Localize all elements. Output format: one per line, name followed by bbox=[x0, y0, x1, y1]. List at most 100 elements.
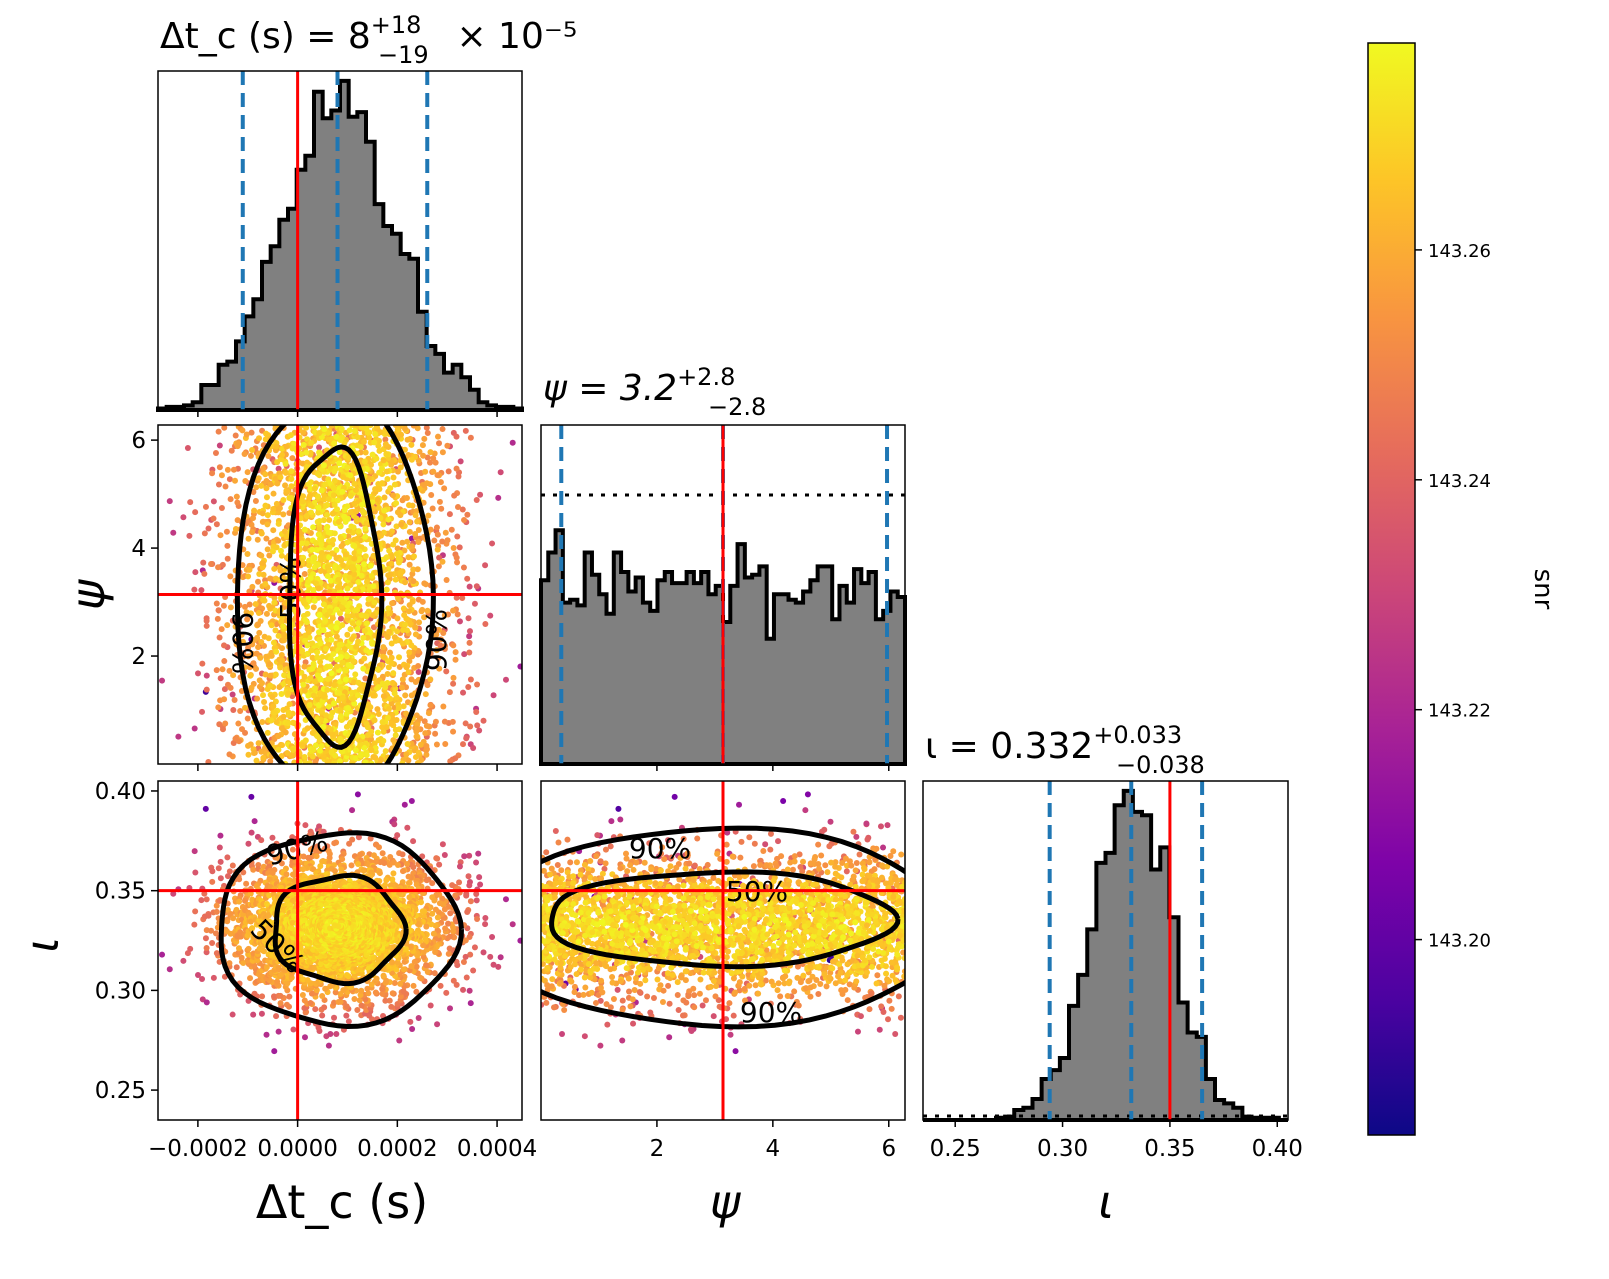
sample-point bbox=[352, 586, 359, 593]
sample-point bbox=[209, 868, 216, 875]
sample-point bbox=[320, 627, 327, 634]
sample-point bbox=[237, 929, 244, 936]
sample-point bbox=[509, 439, 516, 446]
sample-point bbox=[275, 632, 282, 639]
sample-point bbox=[260, 571, 267, 578]
sample-point bbox=[336, 690, 343, 697]
sample-point bbox=[217, 875, 224, 882]
sample-point bbox=[389, 680, 396, 687]
sample-point bbox=[314, 654, 321, 661]
sample-point bbox=[282, 482, 289, 489]
sample-point bbox=[461, 853, 468, 860]
sample-point bbox=[361, 627, 368, 634]
sample-point bbox=[334, 584, 341, 591]
sample-point bbox=[289, 455, 296, 462]
sample-point bbox=[386, 628, 393, 635]
sample-point bbox=[239, 427, 246, 434]
sample-point bbox=[331, 530, 338, 537]
sample-point bbox=[456, 544, 463, 551]
sample-point bbox=[278, 652, 285, 659]
sample-point bbox=[474, 722, 481, 729]
hist-frame-psi bbox=[540, 424, 906, 765]
sample-point bbox=[340, 562, 347, 569]
sample-point bbox=[221, 658, 228, 665]
sample-point bbox=[460, 741, 467, 748]
sample-point bbox=[405, 451, 412, 458]
sample-point bbox=[444, 442, 451, 449]
sample-point bbox=[271, 993, 278, 1000]
sample-point bbox=[502, 896, 509, 903]
sample-point bbox=[287, 432, 294, 439]
sample-point bbox=[276, 684, 283, 691]
sample-point bbox=[318, 708, 325, 715]
sample-point bbox=[454, 559, 461, 566]
sample-point bbox=[339, 694, 346, 701]
sample-point bbox=[467, 434, 474, 441]
sample-point bbox=[255, 644, 262, 651]
sample-point bbox=[358, 987, 365, 994]
sample-point bbox=[300, 493, 307, 500]
sample-point bbox=[235, 440, 242, 447]
sample-point bbox=[420, 942, 427, 949]
sample-point bbox=[385, 605, 392, 612]
sample-point bbox=[202, 935, 209, 942]
sample-point bbox=[410, 838, 417, 845]
sample-point bbox=[365, 990, 372, 997]
sample-point bbox=[419, 908, 426, 915]
sample-point bbox=[439, 538, 446, 545]
sample-point bbox=[413, 733, 420, 740]
sample-point bbox=[427, 676, 434, 683]
sample-point bbox=[258, 837, 265, 844]
sample-point bbox=[232, 735, 239, 742]
sample-point bbox=[315, 561, 322, 568]
sample-point bbox=[318, 487, 325, 494]
sample-point bbox=[421, 614, 428, 621]
sample-point bbox=[440, 703, 447, 710]
sample-point bbox=[442, 925, 449, 932]
sample-point bbox=[247, 918, 254, 925]
sample-point bbox=[317, 554, 324, 561]
sample-point bbox=[275, 465, 282, 472]
sample-point bbox=[402, 621, 409, 628]
sample-point bbox=[351, 995, 358, 1002]
sample-point bbox=[448, 526, 455, 533]
sample-point bbox=[351, 428, 358, 435]
sample-point bbox=[323, 664, 330, 671]
sample-point bbox=[393, 966, 400, 973]
sample-point bbox=[380, 457, 387, 464]
sample-point bbox=[389, 990, 396, 997]
sample-point bbox=[265, 452, 272, 459]
sample-point bbox=[432, 718, 439, 725]
sample-point bbox=[436, 861, 443, 868]
sample-point bbox=[233, 493, 240, 500]
sample-point bbox=[461, 651, 468, 658]
sample-point bbox=[372, 486, 379, 493]
sample-point bbox=[367, 562, 374, 569]
sample-point bbox=[291, 759, 298, 764]
sample-point bbox=[415, 669, 422, 676]
sample-point bbox=[277, 992, 284, 999]
sample-point bbox=[450, 607, 457, 614]
sample-point bbox=[307, 846, 314, 853]
sample-point bbox=[276, 608, 283, 615]
sample-point bbox=[313, 853, 320, 860]
sample-point bbox=[325, 1042, 332, 1049]
sample-point bbox=[337, 437, 344, 444]
sample-point bbox=[414, 518, 421, 525]
sample-point bbox=[371, 599, 378, 606]
sample-point bbox=[271, 1048, 278, 1055]
sample-point bbox=[443, 989, 450, 996]
sample-point bbox=[362, 449, 369, 456]
sample-point bbox=[453, 433, 460, 440]
sample-point bbox=[205, 912, 212, 919]
hist-bars-dtc bbox=[156, 78, 524, 412]
sample-point bbox=[348, 862, 355, 869]
sample-point bbox=[445, 920, 452, 927]
sample-point bbox=[408, 963, 415, 970]
sample-point bbox=[301, 571, 308, 578]
sample-point bbox=[463, 735, 470, 742]
sample-point bbox=[385, 516, 392, 523]
sample-point bbox=[379, 719, 386, 726]
sample-point bbox=[359, 425, 366, 431]
sample-point bbox=[250, 660, 257, 667]
